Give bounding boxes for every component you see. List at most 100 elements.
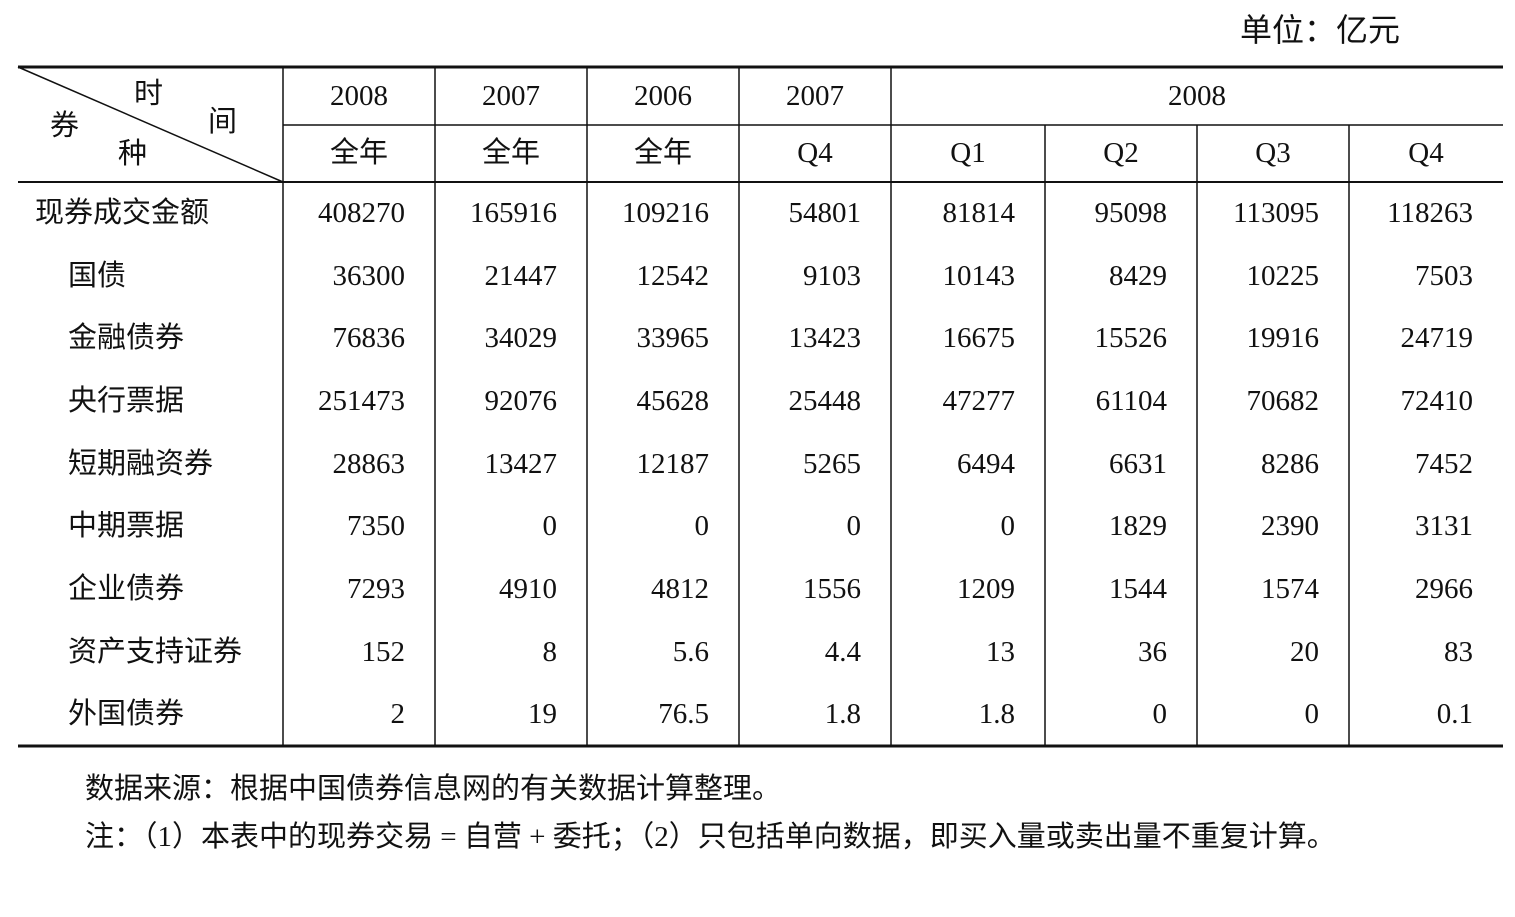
- unit: 单位：亿元: [1240, 12, 1401, 48]
- cell: 4.4: [824, 635, 861, 668]
- cell: 1556: [803, 573, 861, 605]
- cell: 7350: [347, 510, 405, 543]
- column-period: 全年: [633, 137, 692, 169]
- column-year: 2008: [330, 80, 388, 112]
- cell: 72410: [1400, 385, 1474, 417]
- cell: 0: [542, 510, 558, 543]
- cell: 10143: [942, 259, 1016, 292]
- column-period: Q3: [1255, 137, 1291, 169]
- row-label: 现券成交金额: [35, 197, 210, 229]
- corner-label: 券: [50, 110, 80, 142]
- source-note: 数据来源：根据中国债券信息网的有关数据计算整理。: [85, 773, 782, 805]
- row-label: 企业债券: [68, 573, 185, 605]
- cell: 16675: [942, 322, 1016, 355]
- footnote: 注：（1）本表中的现券交易 = 自营 + 委托；（2）只包括单向数据，即买入量或…: [85, 821, 1336, 853]
- cell: 19916: [1246, 322, 1320, 355]
- cell: 118263: [1387, 197, 1473, 229]
- cell: 36: [1138, 635, 1167, 668]
- cell: 109216: [622, 197, 709, 229]
- cell: 36300: [332, 259, 406, 292]
- cell: 12187: [636, 447, 710, 480]
- cell: 13427: [484, 447, 558, 480]
- cell: 25448: [788, 385, 862, 417]
- cell: 15526: [1094, 322, 1168, 355]
- cell: 1.8: [824, 698, 861, 731]
- cell: 0: [846, 510, 862, 543]
- cell: 9103: [803, 259, 861, 292]
- column-year: 2007: [786, 80, 844, 112]
- cell: 76836: [332, 322, 406, 355]
- cell: 8286: [1261, 447, 1319, 480]
- row-label: 国债: [68, 259, 127, 292]
- cell: 33965: [636, 322, 710, 355]
- cell: 92076: [484, 385, 558, 417]
- column-year: 2007: [482, 80, 540, 112]
- cell: 2390: [1261, 510, 1319, 543]
- cell: 0.1: [1436, 698, 1473, 731]
- cell: 8: [542, 635, 558, 668]
- column-period: Q2: [1103, 137, 1139, 169]
- column-period: Q1: [950, 137, 986, 169]
- cell: 81814: [942, 197, 1016, 229]
- cell: 19: [528, 698, 557, 731]
- cell: 5.6: [672, 635, 709, 668]
- cell: 95098: [1094, 197, 1168, 229]
- cell: 4910: [499, 573, 557, 605]
- cell: 61104: [1095, 385, 1167, 417]
- column-year: 2006: [634, 80, 692, 112]
- cell: 7452: [1415, 447, 1473, 480]
- cell: 152: [361, 635, 406, 668]
- cell: 10225: [1246, 259, 1320, 292]
- column-rules: [282, 67, 1350, 746]
- cell: 13: [986, 635, 1015, 668]
- cell: 2: [390, 698, 406, 731]
- row-label: 短期融资券: [68, 447, 214, 480]
- cell: 165916: [470, 197, 557, 229]
- row-label: 资产支持证券: [68, 635, 243, 668]
- corner-label: 间: [208, 106, 238, 138]
- column-period: Q4: [1408, 137, 1444, 169]
- cell: 24719: [1400, 322, 1474, 355]
- cell: 0: [1152, 698, 1168, 731]
- column-period: 全年: [481, 137, 540, 169]
- cell: 113095: [1233, 197, 1319, 229]
- cell: 54801: [788, 197, 862, 229]
- cell: 3131: [1415, 510, 1473, 543]
- cell: 8429: [1109, 259, 1167, 292]
- cell: 1829: [1109, 510, 1167, 543]
- row-label: 外国债券: [68, 698, 185, 731]
- cell: 70682: [1246, 385, 1320, 417]
- cell: 2966: [1415, 573, 1473, 605]
- cell: 45628: [636, 385, 710, 417]
- cell: 1209: [957, 573, 1015, 605]
- corner-label: 时: [134, 78, 164, 110]
- cell: 4812: [651, 573, 709, 605]
- row-label: 央行票据: [68, 385, 185, 417]
- diagonal: [17, 66, 284, 183]
- cell: 0: [694, 510, 710, 543]
- row-label: 中期票据: [68, 510, 185, 543]
- cell: 251473: [318, 385, 405, 417]
- cell: 20: [1290, 635, 1319, 668]
- cell: 1574: [1261, 573, 1319, 605]
- cell: 6631: [1109, 447, 1167, 480]
- cell: 0: [1000, 510, 1016, 543]
- cell: 76.5: [658, 698, 709, 731]
- cell: 1544: [1109, 573, 1167, 605]
- cell: 5265: [803, 447, 861, 480]
- column-period: 全年: [329, 137, 388, 169]
- cell: 47277: [942, 385, 1016, 417]
- cell: 6494: [957, 447, 1015, 480]
- corner-label: 种: [118, 138, 148, 170]
- row-label: 金融债券: [68, 322, 185, 355]
- cell: 7503: [1415, 259, 1473, 292]
- cell: 0: [1304, 698, 1320, 731]
- column-year: 2008: [1168, 80, 1226, 112]
- cell: 34029: [484, 322, 558, 355]
- cell: 28863: [332, 447, 406, 480]
- cell: 83: [1444, 635, 1473, 668]
- cell: 1.8: [978, 698, 1015, 731]
- cell: 13423: [788, 322, 862, 355]
